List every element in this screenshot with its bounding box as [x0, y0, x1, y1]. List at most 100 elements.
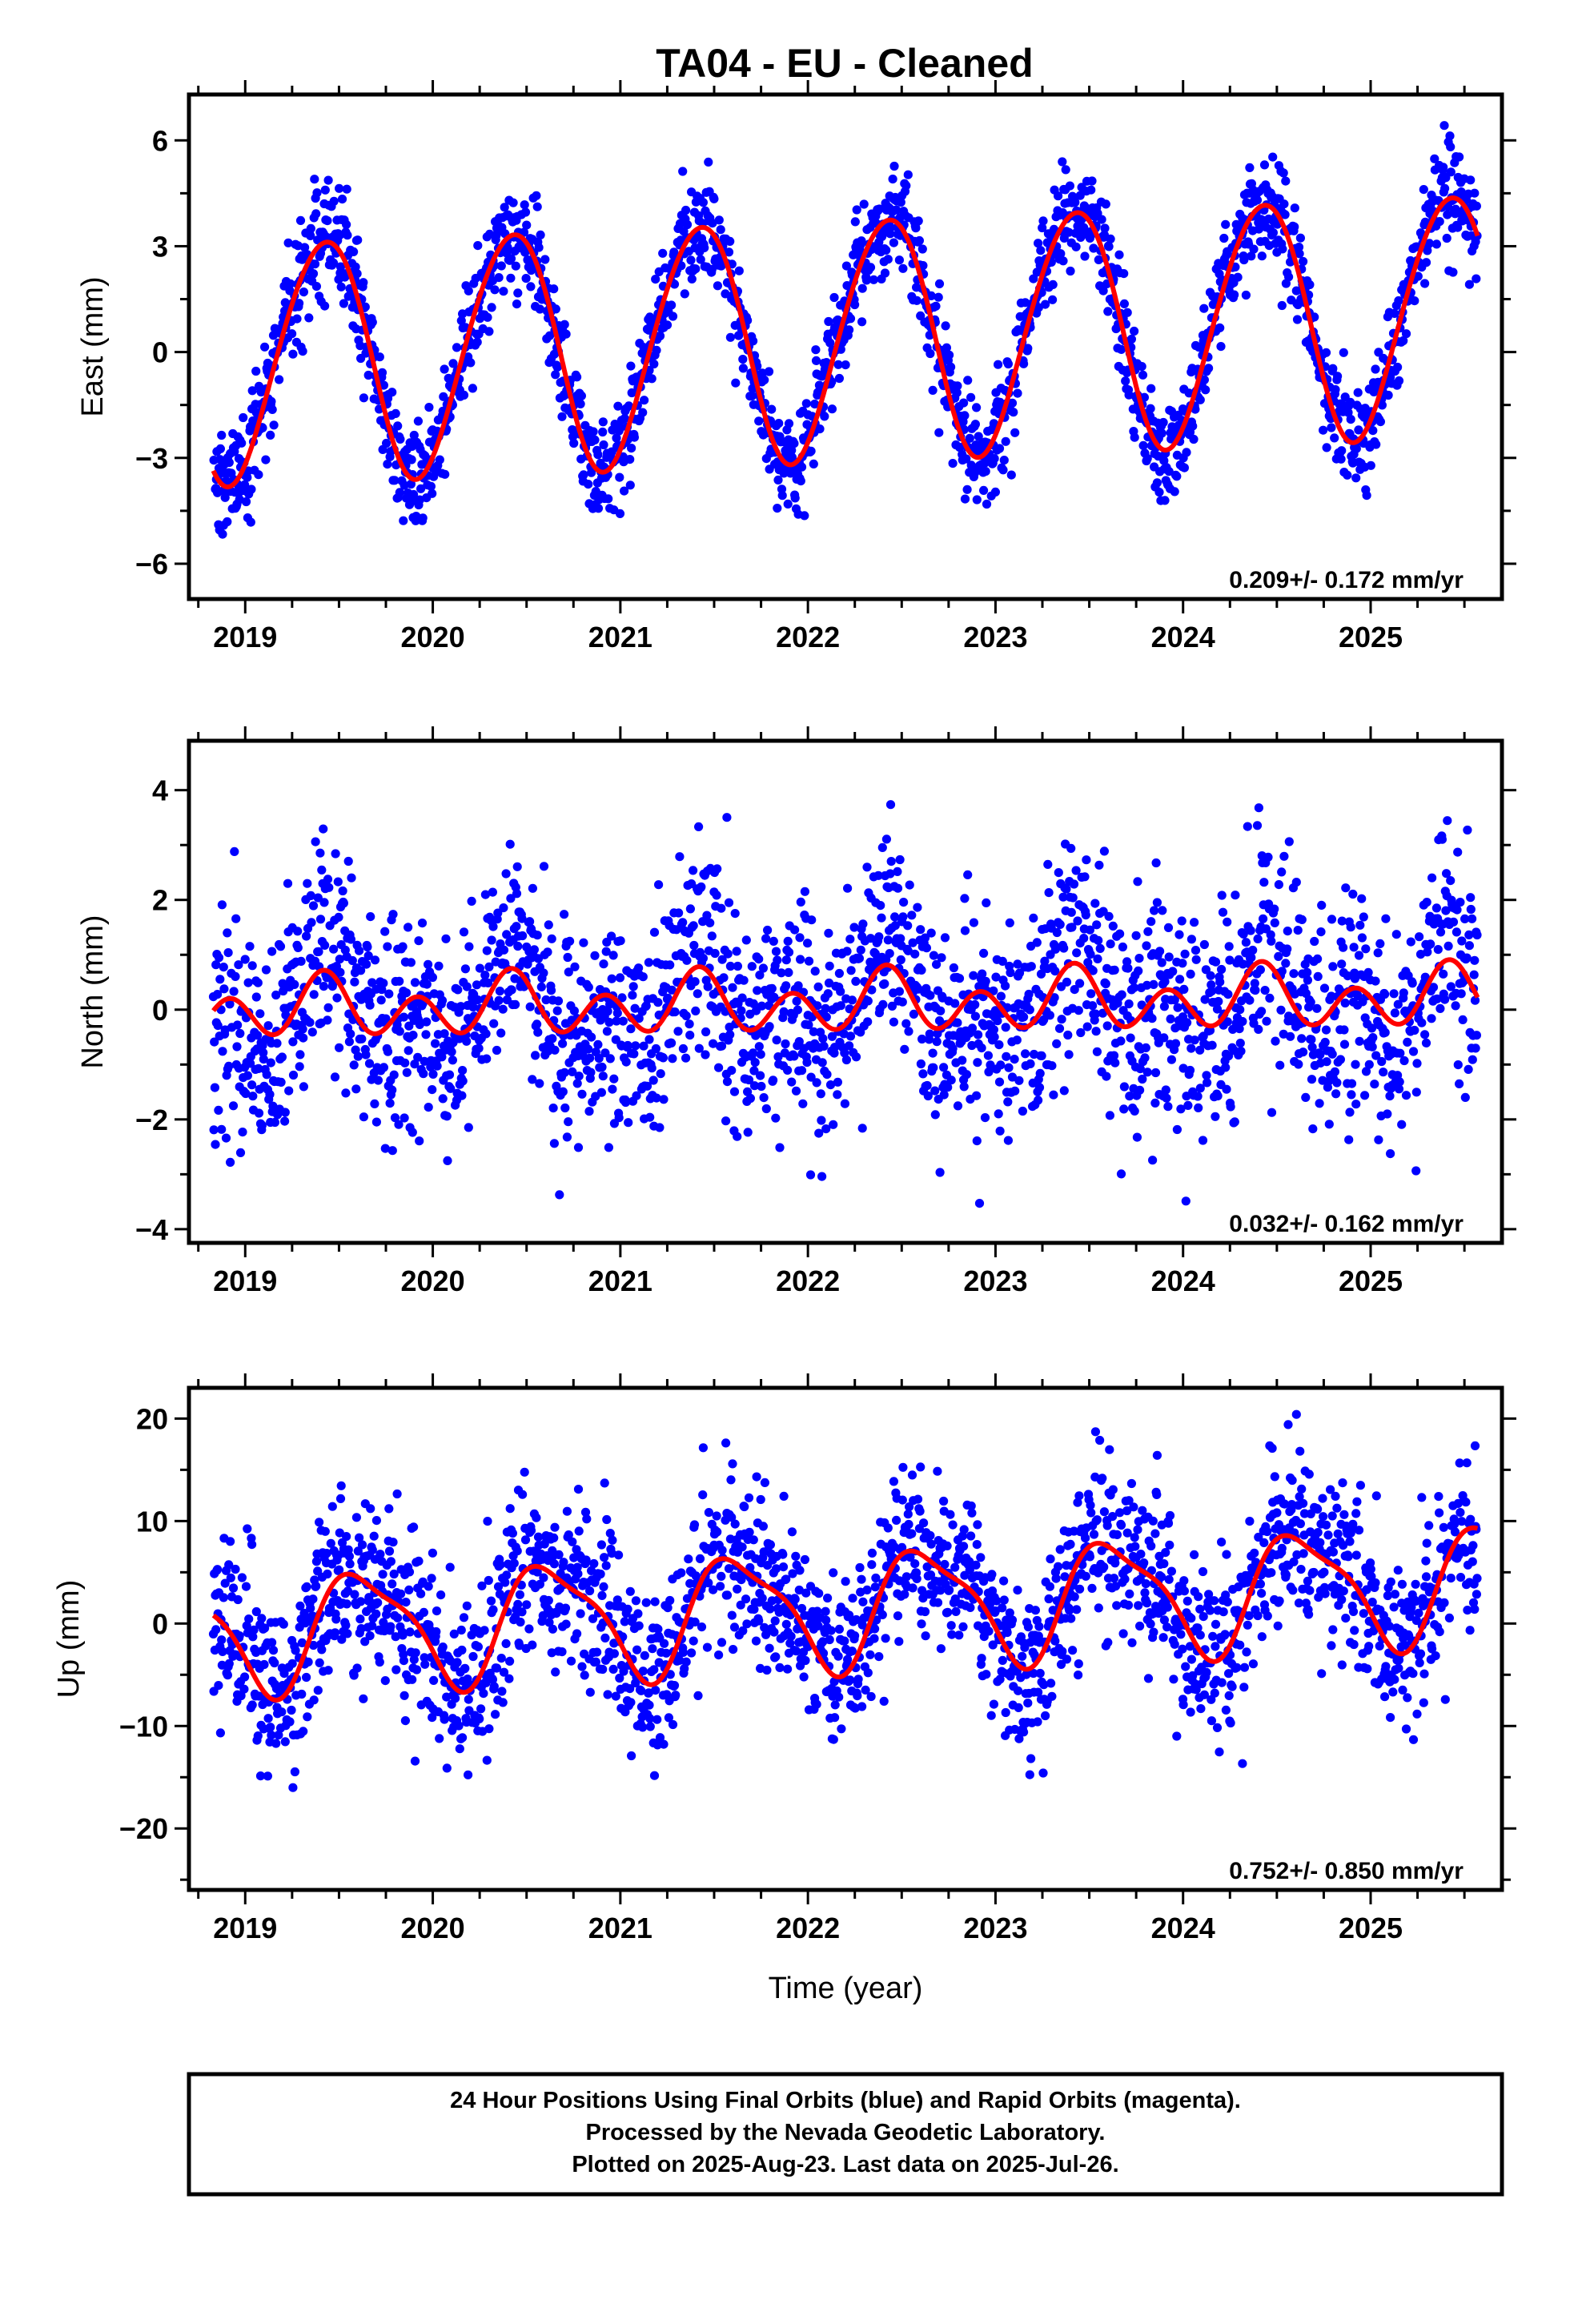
data-point — [645, 1112, 655, 1122]
data-point — [1006, 967, 1015, 978]
data-point — [302, 1582, 311, 1591]
data-point — [894, 255, 904, 265]
data-point — [1235, 1039, 1245, 1048]
data-point — [367, 1545, 377, 1554]
data-point — [651, 1043, 661, 1054]
data-point — [817, 1172, 827, 1181]
data-point — [1383, 1109, 1392, 1119]
data-point — [822, 1070, 832, 1080]
data-point — [1177, 916, 1186, 926]
data-point — [668, 312, 678, 321]
data-point — [487, 303, 496, 312]
data-point — [698, 198, 709, 207]
data-point — [1249, 244, 1259, 254]
data-point — [298, 1024, 307, 1034]
data-point — [1399, 1055, 1409, 1066]
data-point — [335, 262, 346, 271]
data-point — [464, 1123, 473, 1132]
data-point — [1126, 1033, 1135, 1043]
data-point — [712, 891, 721, 900]
data-point — [406, 479, 416, 489]
data-point — [211, 1140, 220, 1149]
data-point — [981, 467, 990, 476]
data-point — [977, 1043, 986, 1053]
data-point — [1442, 233, 1452, 243]
data-point — [442, 1112, 452, 1121]
data-point — [516, 1617, 525, 1627]
data-point — [1214, 996, 1223, 1007]
data-point — [1252, 195, 1263, 205]
data-point — [561, 1619, 571, 1629]
data-point — [482, 1755, 492, 1765]
data-point — [624, 401, 634, 411]
data-point — [395, 1027, 404, 1036]
data-point — [1135, 1085, 1145, 1095]
up-points — [208, 1409, 1482, 1792]
data-point — [1080, 251, 1090, 261]
data-point — [293, 927, 303, 936]
data-point — [892, 205, 901, 215]
data-point — [607, 974, 616, 983]
data-point — [1102, 1021, 1112, 1031]
data-point — [703, 982, 713, 991]
data-point — [387, 1579, 397, 1589]
east-y-axis-label: East (mm) — [76, 276, 110, 416]
data-point — [1082, 855, 1091, 865]
data-point — [896, 198, 905, 207]
data-point — [913, 216, 923, 226]
data-point — [211, 960, 221, 970]
data-point — [737, 1006, 746, 1015]
data-point — [553, 996, 564, 1006]
data-point — [1435, 927, 1446, 937]
data-point — [1403, 1037, 1412, 1047]
data-point — [1281, 959, 1291, 968]
data-point — [1002, 1051, 1011, 1061]
data-point — [613, 401, 623, 411]
data-point — [889, 161, 899, 171]
data-point — [1142, 453, 1152, 464]
data-point — [330, 1072, 340, 1082]
data-point — [298, 347, 307, 356]
data-point — [356, 1597, 366, 1606]
data-point — [244, 1614, 254, 1624]
data-point — [623, 1040, 632, 1051]
data-point — [253, 1731, 263, 1741]
data-point — [217, 430, 227, 440]
data-point — [674, 908, 684, 918]
data-point — [228, 1101, 239, 1111]
data-point — [1464, 941, 1474, 951]
data-point — [1257, 251, 1267, 261]
data-point — [444, 1070, 455, 1080]
data-point — [399, 1656, 408, 1666]
data-point — [513, 941, 523, 951]
data-point — [1075, 979, 1085, 988]
data-point — [1207, 1040, 1217, 1050]
data-point — [1319, 983, 1330, 993]
data-point — [1470, 955, 1480, 965]
data-point — [512, 889, 522, 899]
data-point — [1094, 860, 1104, 870]
data-point — [419, 1069, 428, 1079]
data-point — [857, 236, 866, 246]
data-point — [1103, 307, 1113, 316]
data-point — [829, 292, 839, 303]
data-point — [612, 1008, 622, 1018]
data-point — [1195, 395, 1205, 404]
data-point — [1147, 1014, 1157, 1023]
data-point — [1123, 963, 1133, 973]
data-point — [584, 480, 593, 489]
data-point — [311, 1582, 321, 1591]
data-point — [1453, 847, 1463, 857]
data-point — [691, 1006, 701, 1015]
data-point — [1186, 935, 1196, 944]
data-point — [972, 1136, 982, 1146]
data-point — [1421, 1038, 1431, 1047]
data-point — [824, 928, 833, 938]
data-point — [536, 982, 546, 991]
data-point — [240, 1672, 250, 1682]
data-point — [1066, 907, 1076, 917]
data-point — [1080, 872, 1090, 882]
data-point — [475, 963, 485, 973]
data-point — [413, 416, 424, 426]
data-point — [1375, 417, 1385, 427]
